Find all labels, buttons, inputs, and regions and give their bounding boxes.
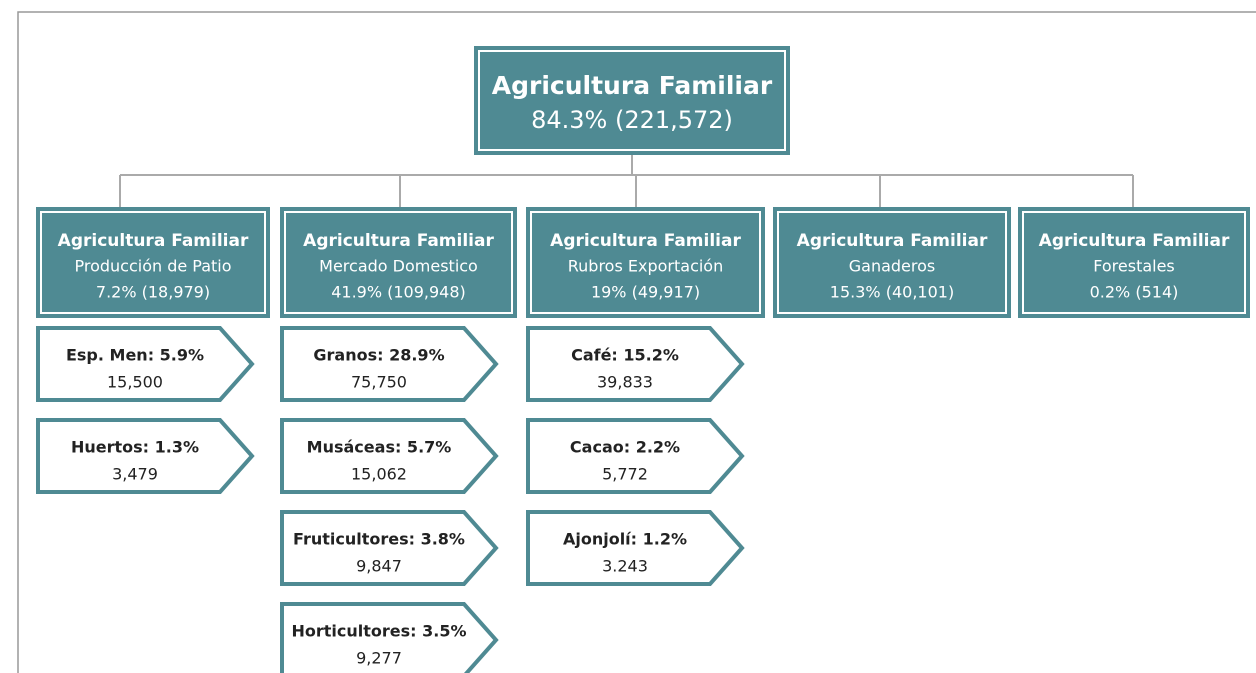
item-value: 75,750 [351,373,407,392]
branch-box [280,207,517,318]
item-label: Ajonjolí: 1.2% [563,530,687,549]
branch-box-border [40,211,266,314]
branch-box [1018,207,1250,318]
item-value: 3.243 [602,557,648,576]
branch-value: 0.2% (514) [1090,283,1179,302]
item-label: Esp. Men: 5.9% [66,346,204,365]
item-label: Fruticultores: 3.8% [293,530,465,549]
branch-box-border [284,211,513,314]
branch-title: Agricultura Familiar [550,231,741,251]
branch-value: 41.9% (109,948) [331,283,466,302]
frame [17,11,1256,673]
branch-box [526,207,765,318]
item-value: 3,479 [112,465,158,484]
item-arrow [526,418,745,494]
item-arrow [280,602,499,673]
root-box [474,46,790,155]
item-arrow [526,510,745,586]
branch-box-border [777,211,1007,314]
branch-title: Agricultura Familiar [58,231,249,251]
item-label: Cacao: 2.2% [570,438,680,457]
branch-subtitle: Mercado Domestico [319,257,478,276]
item-label: Horticultores: 3.5% [291,622,466,641]
item-arrow [36,326,255,402]
branch-value: 7.2% (18,979) [96,283,210,302]
branch-value: 15.3% (40,101) [830,283,954,302]
branch-box [36,207,270,318]
branch-title: Agricultura Familiar [303,231,494,251]
branch-subtitle: Producción de Patio [74,257,231,276]
item-value: 5,772 [602,465,648,484]
branch-box-border [1022,211,1246,314]
root-title: Agricultura Familiar [492,71,773,100]
item-value: 39,833 [597,373,653,392]
root-box-border [478,50,786,151]
item-value: 9,847 [356,557,402,576]
connector [120,155,1133,176]
branch-title: Agricultura Familiar [1039,231,1230,251]
branch-subtitle: Ganaderos [849,257,936,276]
item-label: Café: 15.2% [571,346,679,365]
item-label: Granos: 28.9% [313,346,444,365]
branch-subtitle: Rubros Exportación [568,257,723,276]
branch-value: 19% (49,917) [591,283,700,302]
item-value: 15,500 [107,373,163,392]
item-arrow [280,418,499,494]
item-arrow [36,418,255,494]
branch-title: Agricultura Familiar [797,231,988,251]
item-label: Musáceas: 5.7% [307,438,452,457]
item-arrow [280,326,499,402]
branch-box-border [530,211,761,314]
root-subtitle: 84.3% (221,572) [531,106,733,134]
item-value: 9,277 [356,649,402,668]
item-label: Huertos: 1.3% [71,438,199,457]
item-arrow [280,510,499,586]
branch-subtitle: Forestales [1093,257,1175,276]
branch-box [773,207,1011,318]
item-arrow [526,326,745,402]
item-value: 15,062 [351,465,407,484]
